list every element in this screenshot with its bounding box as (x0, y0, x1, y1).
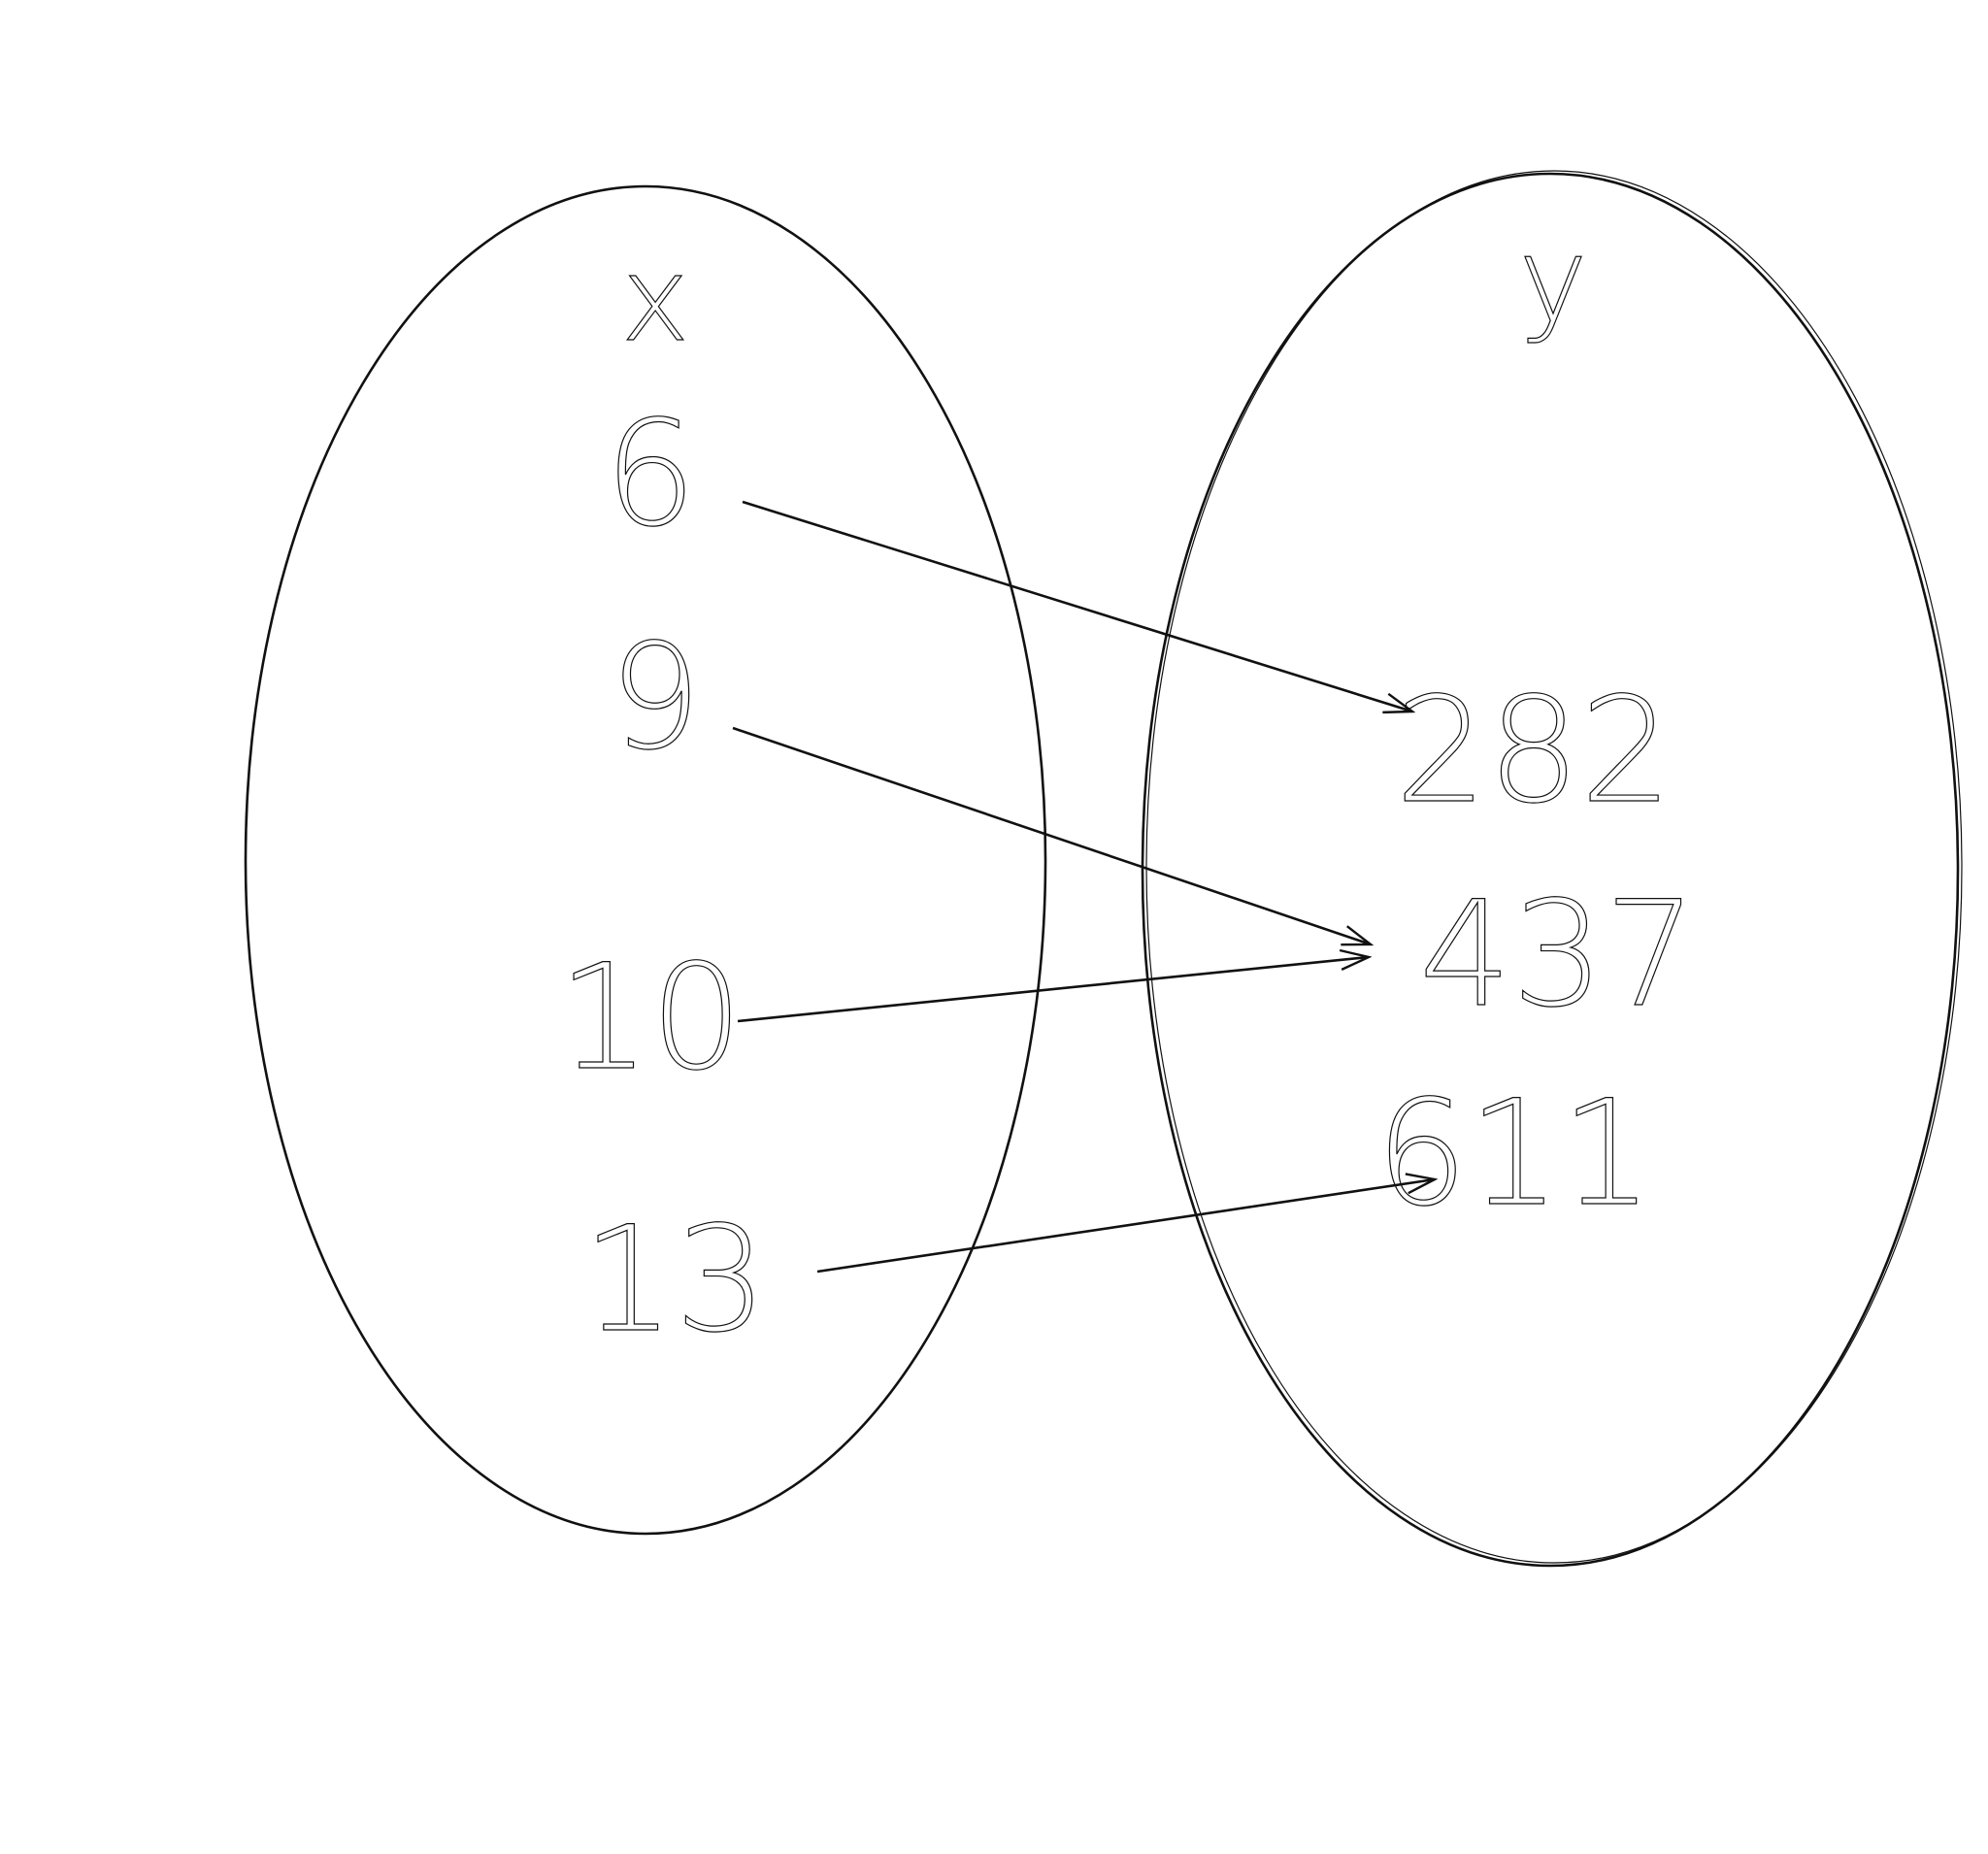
mapping-arrow (816, 1179, 1435, 1274)
domain-set-label: x (620, 233, 689, 368)
domain-element: 9 (609, 613, 701, 782)
domain-set-outline (244, 184, 1047, 1536)
domain-element: 6 (604, 390, 696, 559)
mapping-arrows (732, 500, 1435, 1274)
range-set-outline (1141, 172, 1960, 1568)
range-set-outline-trace (1145, 170, 1963, 1564)
range-set-label: y (1518, 214, 1587, 348)
mapping-arrow (732, 726, 1371, 944)
mapping-arrow (742, 500, 1412, 712)
range-element: 611 (1375, 1070, 1653, 1239)
range-element: 282 (1395, 667, 1673, 836)
domain-element: 13 (582, 1196, 768, 1365)
range-set: y 282 437 611 (1141, 170, 1963, 1568)
mapping-arrow (737, 957, 1369, 1023)
range-element: 437 (1419, 871, 1697, 1040)
domain-set: x 6 9 10 13 (244, 184, 1047, 1536)
domain-element: 10 (558, 934, 744, 1103)
